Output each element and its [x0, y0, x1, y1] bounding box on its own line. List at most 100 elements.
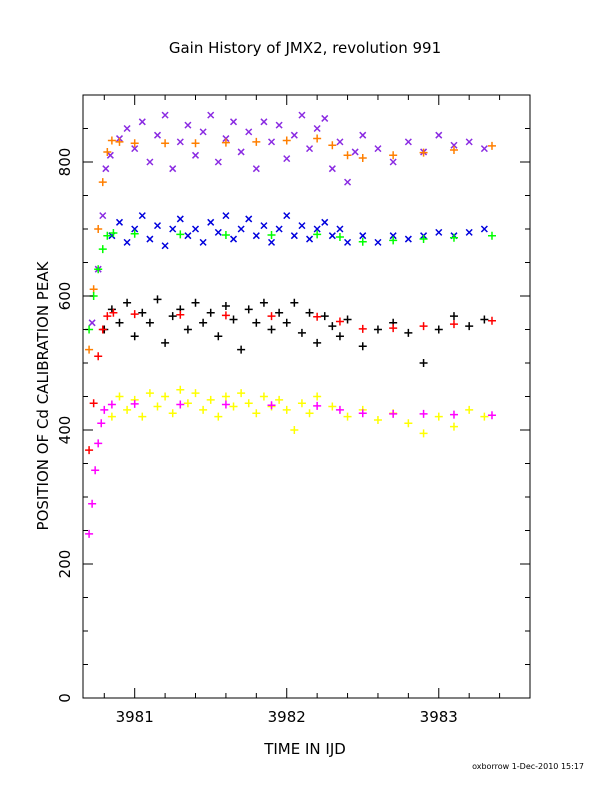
- data-point: [229, 402, 238, 411]
- data-point: [282, 405, 291, 414]
- data-point: [161, 338, 170, 347]
- data-point: [487, 141, 496, 150]
- data-point: [103, 147, 112, 156]
- y-tick-label: 200: [56, 550, 74, 579]
- data-point: [206, 395, 215, 404]
- data-point: [321, 114, 329, 122]
- data-point: [267, 231, 276, 240]
- data-point: [328, 141, 337, 150]
- data-point: [221, 302, 230, 311]
- data-point: [199, 318, 208, 327]
- data-point: [123, 298, 132, 307]
- data-point: [328, 232, 336, 240]
- data-point: [138, 118, 146, 126]
- data-point: [221, 400, 230, 409]
- data-point: [335, 332, 344, 341]
- y-tick-label: 400: [56, 416, 74, 445]
- data-point: [245, 128, 253, 136]
- data-point: [221, 138, 230, 147]
- data-point: [260, 222, 268, 230]
- data-point: [99, 212, 107, 220]
- data-point: [237, 225, 245, 233]
- data-point: [252, 318, 261, 327]
- data-point: [123, 238, 131, 246]
- data-point: [176, 230, 185, 239]
- data-point: [245, 215, 253, 223]
- data-point: [161, 111, 169, 119]
- data-point: [138, 412, 147, 421]
- data-point: [487, 316, 496, 325]
- data-point: [404, 235, 412, 243]
- data-point: [214, 332, 223, 341]
- data-point: [268, 138, 276, 146]
- series-4: [100, 295, 489, 367]
- data-point: [404, 138, 412, 146]
- data-point: [252, 165, 260, 173]
- data-point: [435, 131, 443, 139]
- data-point: [161, 392, 170, 401]
- data-point: [305, 409, 314, 418]
- data-point: [290, 426, 299, 434]
- data-point: [389, 236, 398, 245]
- data-point: [335, 405, 344, 414]
- data-point: [313, 225, 321, 233]
- data-point: [91, 466, 100, 475]
- data-point: [107, 400, 116, 409]
- data-point: [207, 111, 215, 119]
- data-point: [389, 409, 398, 418]
- data-point: [389, 151, 398, 160]
- data-point: [389, 232, 397, 240]
- data-point: [191, 139, 200, 148]
- data-point: [169, 225, 177, 233]
- data-point: [153, 222, 162, 230]
- data-point: [138, 212, 146, 220]
- data-point: [419, 409, 428, 418]
- data-point: [297, 328, 306, 337]
- data-point: [283, 212, 291, 220]
- data-point: [297, 399, 306, 408]
- x-tick-label: 3983: [420, 708, 458, 726]
- data-point: [359, 232, 367, 240]
- data-point: [487, 411, 496, 420]
- data-point: [298, 111, 306, 119]
- data-point: [252, 137, 261, 146]
- data-point: [374, 238, 382, 246]
- data-point: [328, 402, 337, 411]
- series-6: [107, 385, 489, 438]
- data-point: [343, 315, 352, 324]
- data-point: [252, 232, 260, 240]
- data-point: [358, 342, 367, 351]
- data-point: [89, 399, 98, 408]
- data-point: [89, 285, 98, 294]
- data-point: [313, 230, 322, 239]
- x-tick-label: 3982: [268, 708, 306, 726]
- data-point: [359, 131, 367, 139]
- data-point: [115, 392, 124, 401]
- data-point: [449, 312, 458, 321]
- data-point: [435, 228, 443, 236]
- data-point: [214, 228, 222, 236]
- data-point: [313, 401, 322, 410]
- data-point: [199, 128, 207, 136]
- data-point: [449, 410, 458, 419]
- data-point: [153, 295, 162, 304]
- data-point: [282, 318, 291, 327]
- data-point: [168, 312, 177, 321]
- data-point: [343, 412, 352, 421]
- data-point: [267, 401, 276, 410]
- data-point: [138, 308, 147, 317]
- data-point: [153, 402, 162, 411]
- data-point: [191, 298, 200, 307]
- data-point: [480, 315, 489, 324]
- data-point: [313, 124, 321, 133]
- data-point: [184, 121, 192, 129]
- y-tick-label: 0: [56, 693, 74, 703]
- data-point: [221, 392, 230, 401]
- data-point: [206, 308, 215, 317]
- data-point: [191, 225, 200, 233]
- data-point: [449, 233, 458, 242]
- data-point: [103, 312, 112, 321]
- data-point: [123, 124, 131, 133]
- data-point: [419, 235, 428, 244]
